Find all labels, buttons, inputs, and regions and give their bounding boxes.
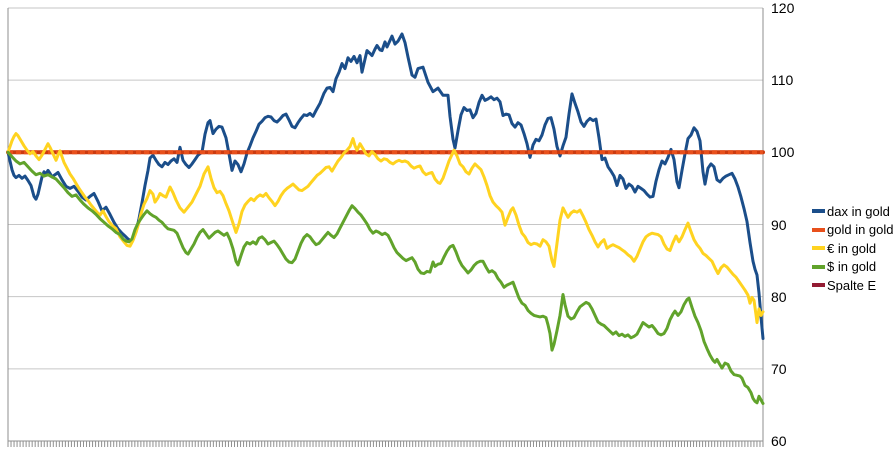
legend-item[interactable]: Spalte E — [812, 276, 893, 295]
series-line-3 — [6, 150, 765, 405]
legend-swatch-icon — [812, 209, 825, 214]
legend-label: $ in gold — [827, 259, 877, 275]
y-axis-label: 120 — [771, 0, 795, 16]
legend: dax in gold gold in gold € in gold $ in gol… — [812, 202, 893, 295]
legend-label: Spalte E — [827, 277, 877, 293]
legend-item[interactable]: € in gold — [812, 239, 893, 258]
legend-item[interactable]: $ in gold — [812, 258, 893, 277]
legend-item[interactable]: dax in gold — [812, 202, 893, 221]
y-axis-label: 80 — [771, 288, 787, 305]
legend-label: gold in gold — [827, 222, 893, 238]
legend-item[interactable]: gold in gold — [812, 221, 893, 240]
legend-swatch-icon — [812, 264, 825, 269]
y-axis-label: 110 — [771, 72, 794, 89]
y-axis-label: 70 — [771, 360, 787, 377]
legend-swatch-icon — [812, 283, 825, 288]
y-axis-label: 100 — [771, 144, 795, 161]
legend-swatch-icon — [812, 227, 825, 232]
legend-swatch-icon — [812, 246, 825, 251]
series-line-2 — [6, 132, 765, 325]
legend-label: € in gold — [827, 240, 877, 256]
legend-label: dax in gold — [827, 203, 890, 219]
y-axis-label: 60 — [771, 433, 787, 449]
y-axis-label: 90 — [771, 216, 787, 233]
